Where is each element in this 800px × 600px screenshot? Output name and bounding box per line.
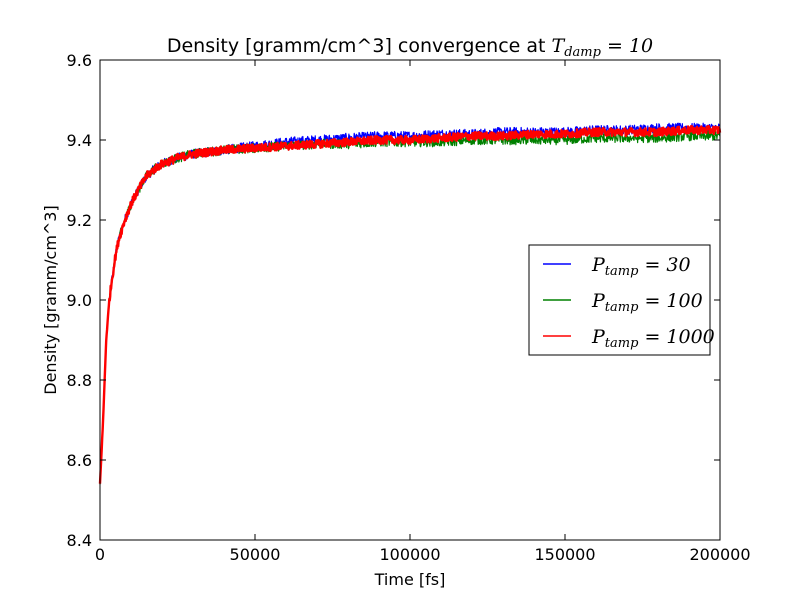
y-tick-label: 9.0 — [67, 291, 92, 310]
chart-title-math-sub: damp — [564, 45, 601, 60]
x-tick-label: 100000 — [379, 545, 440, 564]
y-tick-label: 8.8 — [67, 371, 92, 390]
x-axis-title: Time [fs] — [374, 570, 446, 589]
legend-label-1: Ptamp = 100 — [591, 290, 703, 315]
chart-title: Density [gramm/cm^3] convergence at Tdam… — [167, 35, 653, 60]
x-tick-label: 0 — [95, 545, 105, 564]
y-tick-label: 8.4 — [67, 531, 92, 550]
legend: Ptamp = 30 Ptamp = 100 Ptamp = 1000 — [528, 244, 715, 356]
series-layer — [98, 122, 722, 485]
legend-label-0: Ptamp = 30 — [591, 254, 691, 279]
y-tick-label: 9.4 — [67, 131, 92, 150]
y-axis-title: Density [gramm/cm^3] — [41, 205, 60, 394]
y-tick-label: 9.6 — [67, 51, 92, 70]
y-tick-label: 9.2 — [67, 211, 92, 230]
legend-label-2: Ptamp = 1000 — [591, 326, 715, 351]
chart-title-math-base: T — [552, 35, 566, 57]
chart-title-text: Density [gramm/cm^3] convergence at — [167, 35, 546, 57]
series-line-2 — [98, 124, 722, 484]
y-tick-label: 8.6 — [67, 451, 92, 470]
x-tick-label: 150000 — [534, 545, 595, 564]
ticks-layer: 0 50000 100000 150000 200000 8.4 8.6 8.8 9.0 9.2 9… — [67, 51, 751, 564]
x-tick-label: 50000 — [230, 545, 281, 564]
chart-title-math-rest: = 10 — [601, 35, 653, 57]
x-tick-label: 200000 — [689, 545, 750, 564]
